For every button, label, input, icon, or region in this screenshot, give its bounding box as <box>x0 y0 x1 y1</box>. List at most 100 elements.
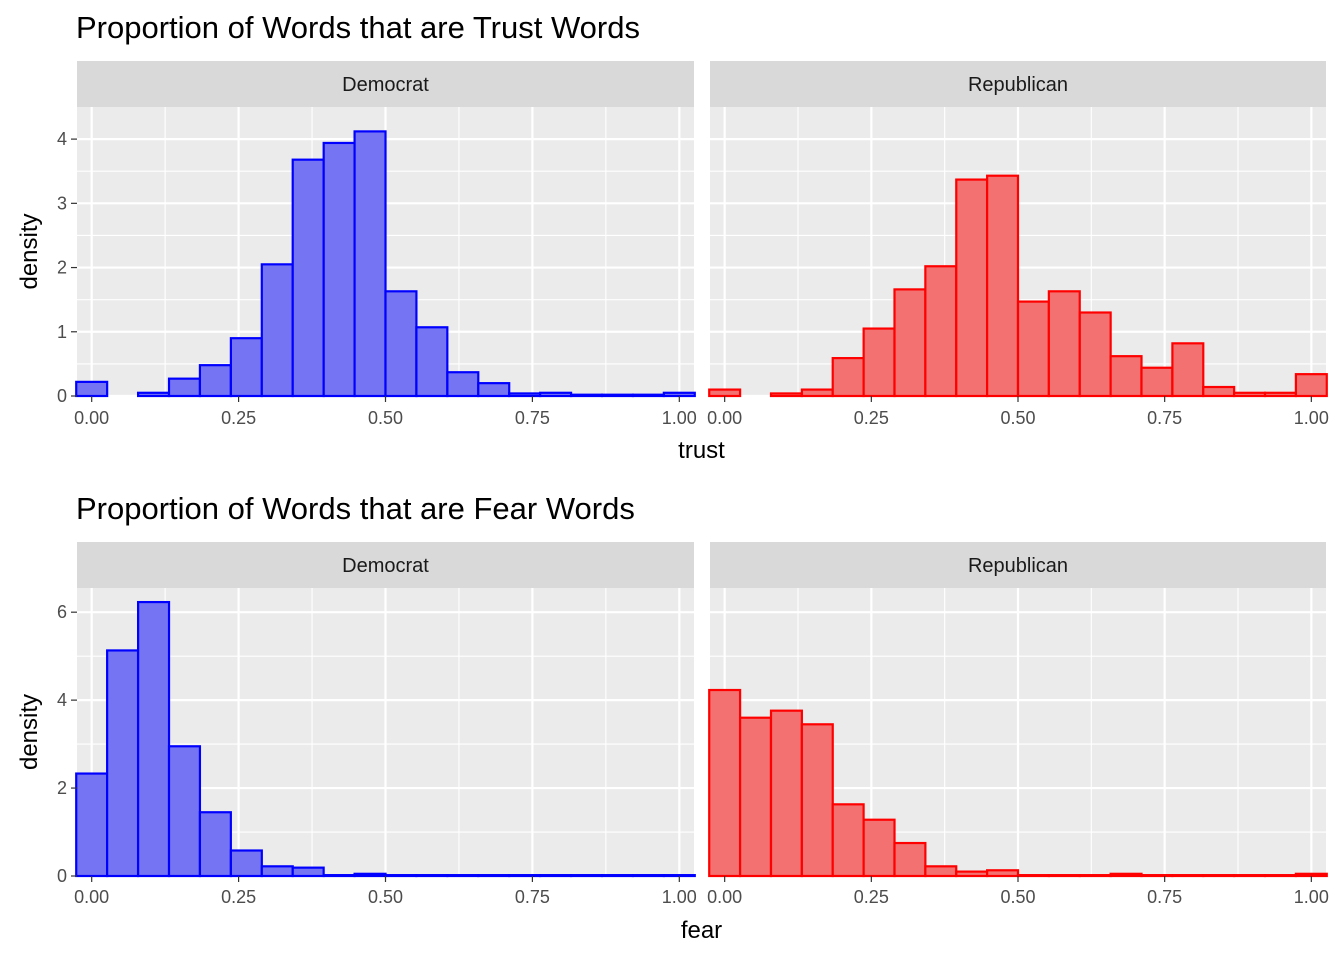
x-tick-label: 1.00 <box>1294 408 1329 428</box>
histogram-bar <box>1016 300 1050 398</box>
histogram-bar <box>291 158 325 398</box>
histogram-bar <box>229 337 263 398</box>
histogram-bar <box>800 723 834 878</box>
histogram-bar <box>384 290 418 398</box>
histogram-bar <box>1140 366 1174 398</box>
histogram-bar <box>384 874 418 878</box>
facet-strip <box>710 61 1326 107</box>
histogram-bar <box>600 874 634 878</box>
x-tick-label: 0.75 <box>515 887 550 907</box>
histogram-bar <box>1171 874 1205 878</box>
histogram-bar <box>1171 342 1205 398</box>
histogram-bar <box>260 263 294 398</box>
histogram-bar <box>769 392 803 398</box>
facet-strip-label: Democrat <box>342 555 429 577</box>
histogram-bar <box>708 688 742 878</box>
histogram-bar <box>569 393 604 398</box>
x-tick-label: 0.25 <box>221 408 256 428</box>
histogram-bar <box>446 874 480 878</box>
histogram-bar <box>769 709 803 878</box>
x-tick-label: 0.00 <box>74 408 109 428</box>
y-axis-title: density <box>16 694 43 770</box>
x-tick-label: 0.75 <box>515 408 550 428</box>
histogram-bar <box>708 388 742 398</box>
histogram-bar <box>1078 874 1112 878</box>
histogram-bar <box>1263 391 1298 398</box>
histogram-bar <box>955 178 989 398</box>
facet-panel-republican: Republican 0.00 0.25 0.50 0.75 1.00 <box>707 61 1329 428</box>
histogram-bar <box>539 874 573 878</box>
histogram-bar <box>955 870 989 878</box>
histogram-bar <box>106 649 140 878</box>
histogram-bar <box>353 130 387 398</box>
x-tick-label: 0.50 <box>368 408 403 428</box>
histogram-bar <box>353 872 387 878</box>
y-axis-title: density <box>16 213 43 289</box>
histogram-bar <box>924 865 958 878</box>
histogram-bar <box>631 874 665 878</box>
histogram-bar <box>662 874 696 878</box>
histogram-bar <box>167 745 202 878</box>
histogram-bar <box>831 803 865 878</box>
histogram-bar <box>1140 874 1174 878</box>
histogram-bar <box>1294 373 1328 398</box>
y-tick-label: 0 <box>57 386 67 406</box>
histogram-bar <box>198 364 232 398</box>
y-tick-label: 3 <box>57 193 67 213</box>
x-tick-label: 1.00 <box>662 408 697 428</box>
y-tick-label: 6 <box>57 602 67 622</box>
facet-strip-label: Democrat <box>342 74 429 96</box>
histogram-bar <box>229 849 263 878</box>
chart-title: Proportion of Words that are Fear Words <box>76 491 635 526</box>
x-tick-label: 0.50 <box>1000 408 1035 428</box>
histogram-bar <box>508 392 542 398</box>
x-tick-label: 0.00 <box>707 408 742 428</box>
x-tick-label: 0.50 <box>368 887 403 907</box>
histogram-bar <box>1109 355 1143 398</box>
histogram-bar <box>569 874 604 878</box>
histogram-bar <box>1233 874 1267 878</box>
facet-strip <box>710 542 1326 588</box>
histogram-bar <box>893 841 927 878</box>
x-axis-title: trust <box>678 437 725 464</box>
histogram-bar <box>198 811 232 878</box>
histogram-bar <box>415 874 449 878</box>
x-tick-label: 0.75 <box>1147 887 1182 907</box>
histogram-bar <box>986 869 1020 878</box>
histogram-bar <box>1109 872 1143 878</box>
facet-strip-label: Republican <box>968 555 1068 577</box>
histogram-bar <box>662 391 696 398</box>
facet-panel-democrat: Democrat 0.00 0.25 0.50 0.75 1.00 0 1 2 3 4 <box>57 61 697 428</box>
histogram-bar <box>322 874 356 878</box>
facet-strip <box>77 542 694 588</box>
histogram-bar <box>260 865 294 878</box>
histogram-bar <box>986 174 1020 398</box>
chart-title: Proportion of Words that are Trust Words <box>76 10 640 45</box>
x-tick-label: 1.00 <box>1294 887 1329 907</box>
x-tick-label: 0.00 <box>74 887 109 907</box>
y-tick-label: 0 <box>57 866 67 886</box>
histogram-bar <box>137 391 171 398</box>
y-tick-label: 1 <box>57 322 67 342</box>
histogram-bar <box>600 393 634 398</box>
histogram-bar <box>831 357 865 398</box>
facet-strip-label: Republican <box>968 74 1068 96</box>
histogram-bar <box>415 326 449 398</box>
histogram-bar <box>1078 311 1112 398</box>
x-tick-label: 0.25 <box>221 887 256 907</box>
x-tick-label: 0.75 <box>1147 408 1182 428</box>
histogram-bar <box>893 288 927 398</box>
histogram-bar <box>862 818 896 878</box>
histogram-bar <box>1016 874 1050 878</box>
histogram-bar <box>1263 874 1298 878</box>
histogram-bar <box>1233 391 1267 398</box>
histogram-bar <box>167 377 202 398</box>
histogram-bar <box>1294 872 1328 878</box>
histogram-bar <box>477 874 511 878</box>
histogram-bar <box>1047 874 1081 878</box>
histogram-bar <box>75 772 109 878</box>
histogram-bar <box>1047 290 1081 398</box>
histogram-bar <box>1202 385 1236 398</box>
histogram-bar <box>322 141 356 398</box>
